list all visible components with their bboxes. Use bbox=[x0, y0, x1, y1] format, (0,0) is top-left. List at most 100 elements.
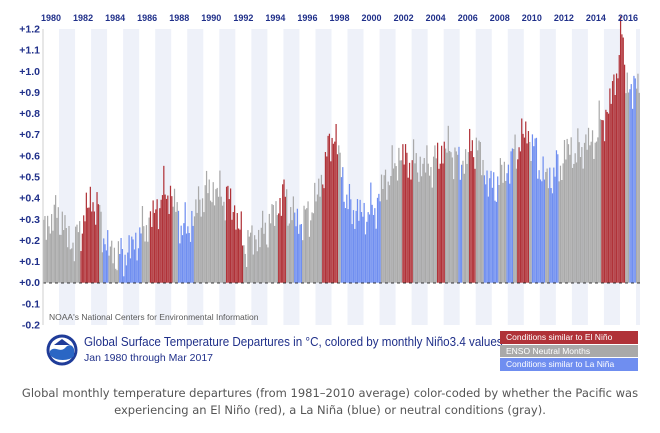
y-tick-label: +0.9 bbox=[19, 87, 40, 99]
monthly-bar bbox=[101, 252, 103, 283]
monthly-bar bbox=[617, 78, 619, 283]
monthly-bar bbox=[382, 188, 384, 283]
monthly-bar bbox=[514, 134, 516, 283]
monthly-bar bbox=[445, 148, 447, 283]
monthly-bar bbox=[199, 199, 201, 283]
monthly-bar bbox=[259, 247, 261, 283]
y-tick-label: +0.1 bbox=[19, 256, 40, 268]
monthly-bar bbox=[483, 175, 485, 283]
monthly-bar bbox=[507, 164, 510, 283]
monthly-bar bbox=[171, 196, 173, 283]
monthly-bar bbox=[177, 210, 180, 283]
monthly-bar bbox=[554, 176, 556, 283]
y-tick-label: +0.2 bbox=[19, 235, 40, 247]
monthly-bar bbox=[388, 185, 391, 283]
monthly-bar bbox=[406, 152, 408, 283]
monthly-bar bbox=[225, 186, 228, 283]
monthly-bar bbox=[412, 139, 415, 283]
monthly-bar bbox=[271, 204, 273, 283]
monthly-bar bbox=[330, 161, 332, 283]
monthly-bar bbox=[133, 249, 136, 283]
x-tick-label: 1998 bbox=[329, 13, 349, 23]
monthly-bar bbox=[380, 174, 383, 283]
monthly-bar bbox=[124, 254, 126, 283]
monthly-bar bbox=[609, 88, 611, 283]
monthly-bar bbox=[115, 268, 117, 283]
monthly-bar bbox=[339, 152, 341, 283]
monthly-bar bbox=[56, 217, 58, 283]
monthly-bar bbox=[156, 199, 158, 283]
monthly-bar bbox=[541, 181, 543, 283]
monthly-bar bbox=[93, 211, 95, 283]
monthly-bar bbox=[71, 248, 73, 283]
monthly-bar bbox=[358, 220, 360, 283]
monthly-bar bbox=[45, 239, 47, 283]
chart-title: Global Surface Temperature Departures in… bbox=[84, 335, 503, 349]
monthly-bar bbox=[203, 212, 205, 283]
monthly-bar bbox=[467, 152, 469, 283]
monthly-bar bbox=[362, 216, 364, 283]
monthly-bar bbox=[558, 181, 560, 283]
monthly-bar bbox=[539, 179, 542, 283]
monthly-bar bbox=[255, 239, 257, 283]
monthly-bar bbox=[312, 213, 315, 283]
monthly-bar bbox=[593, 158, 595, 283]
monthly-bar bbox=[189, 241, 192, 283]
monthly-bar bbox=[517, 159, 519, 283]
monthly-bar bbox=[586, 149, 588, 283]
monthly-bar bbox=[155, 209, 157, 283]
monthly-bar bbox=[291, 220, 293, 283]
monthly-bar bbox=[49, 233, 51, 283]
monthly-bar bbox=[618, 55, 620, 283]
monthly-bar bbox=[315, 201, 317, 283]
monthly-bar bbox=[84, 221, 86, 283]
monthly-bar bbox=[424, 172, 427, 283]
monthly-bar bbox=[298, 233, 300, 283]
monthly-bar bbox=[428, 175, 431, 283]
monthly-bar bbox=[394, 163, 396, 283]
monthly-bar bbox=[137, 248, 140, 283]
monthly-bar bbox=[302, 240, 304, 283]
monthly-bar bbox=[48, 226, 50, 283]
monthly-bar bbox=[594, 142, 596, 283]
monthly-bar bbox=[495, 201, 497, 283]
monthly-bar bbox=[423, 158, 425, 283]
monthly-bar bbox=[219, 170, 221, 283]
monthly-bar bbox=[545, 172, 547, 283]
monthly-bar bbox=[274, 225, 276, 283]
monthly-bar bbox=[65, 228, 67, 283]
monthly-bar bbox=[220, 196, 222, 283]
legend-item-el-nino: Conditions similar to El Niño bbox=[500, 331, 638, 344]
monthly-bar bbox=[120, 237, 122, 283]
monthly-bar bbox=[515, 168, 518, 283]
monthly-bar bbox=[470, 151, 472, 283]
monthly-bar bbox=[404, 144, 407, 283]
x-tick-label: 1980 bbox=[41, 13, 61, 23]
x-tick-label: 1994 bbox=[265, 13, 285, 23]
monthly-bar bbox=[59, 234, 61, 283]
monthly-bar bbox=[631, 108, 634, 283]
monthly-bar bbox=[160, 199, 162, 283]
legend: Conditions similar to El Niño ENSO Neutr… bbox=[500, 331, 638, 372]
monthly-bar bbox=[212, 182, 214, 283]
monthly-bar bbox=[184, 202, 186, 283]
monthly-bar bbox=[300, 224, 302, 283]
monthly-bar bbox=[63, 230, 65, 283]
monthly-bar bbox=[478, 140, 480, 283]
monthly-bar bbox=[581, 147, 583, 283]
monthly-bar bbox=[598, 100, 600, 283]
monthly-bar bbox=[458, 146, 460, 283]
monthly-bar bbox=[73, 261, 75, 283]
monthly-bar bbox=[179, 243, 181, 283]
monthly-bar bbox=[204, 185, 206, 283]
monthly-bar bbox=[387, 181, 389, 283]
x-tick-label: 1988 bbox=[169, 13, 189, 23]
monthly-bar bbox=[575, 162, 578, 283]
monthly-bar bbox=[578, 142, 580, 283]
monthly-bar bbox=[311, 212, 313, 283]
x-tick-label: 2014 bbox=[586, 13, 606, 23]
monthly-bar bbox=[475, 137, 477, 283]
monthly-bar bbox=[103, 238, 105, 283]
monthly-bar bbox=[282, 184, 284, 283]
monthly-bar bbox=[450, 152, 452, 283]
